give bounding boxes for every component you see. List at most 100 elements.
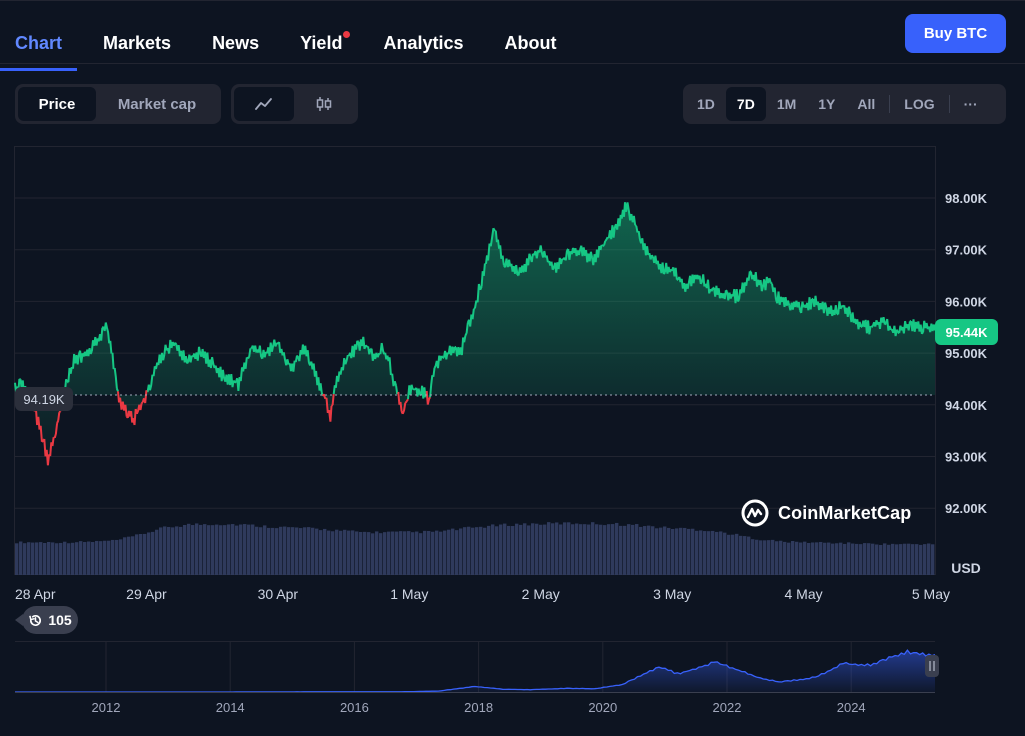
overview-year-label: 2024 — [837, 700, 866, 715]
x-tick-label: 3 May — [653, 586, 691, 602]
volume-bar — [851, 543, 855, 575]
overview-year-label: 2016 — [340, 700, 369, 715]
history-count: 105 — [48, 612, 72, 628]
volume-bar — [391, 531, 395, 575]
volume-bar — [183, 525, 187, 575]
volume-bar — [371, 533, 375, 575]
volume-bar — [519, 524, 523, 575]
range-all[interactable]: All — [857, 96, 876, 112]
tab-analytics[interactable]: Analytics — [383, 33, 464, 53]
volume-bar — [455, 530, 459, 575]
volume-bar — [39, 542, 43, 575]
range-1d[interactable]: 1D — [697, 96, 715, 112]
volume-bar — [539, 524, 543, 575]
coinmarketcap-watermark: CoinMarketCap — [740, 498, 911, 528]
volume-bar — [123, 537, 127, 575]
volume-bar — [779, 540, 783, 575]
volume-bar — [203, 524, 207, 575]
price-option[interactable]: Price — [18, 87, 96, 121]
volume-bar — [735, 533, 739, 575]
volume-bar — [199, 524, 203, 575]
volume-bar — [683, 527, 687, 575]
volume-bar — [31, 542, 35, 575]
volume-bar — [403, 531, 407, 575]
candlestick-icon[interactable] — [294, 87, 354, 121]
time-range-selector: 1D 7D 1M 1Y All LOG ··· — [683, 84, 1006, 124]
volume-bar — [831, 543, 835, 575]
range-1y[interactable]: 1Y — [818, 96, 836, 112]
overview-range-handle[interactable] — [925, 655, 939, 677]
x-tick-label: 29 Apr — [126, 586, 167, 602]
volume-bar — [807, 543, 811, 575]
price-area-fill — [15, 202, 935, 466]
price-marketcap-toggle: Price Market cap — [15, 84, 221, 124]
volume-bar — [463, 527, 467, 575]
volume-bar — [879, 544, 883, 575]
volume-bar — [847, 542, 851, 575]
range-1m[interactable]: 1M — [776, 96, 797, 112]
volume-bar — [135, 534, 139, 575]
volume-bar — [727, 534, 731, 575]
volume-bar — [375, 531, 379, 575]
volume-bar — [447, 529, 451, 575]
volume-bar — [571, 524, 575, 575]
volume-bar — [119, 539, 123, 575]
volume-bar — [863, 543, 867, 575]
volume-bar — [139, 533, 143, 575]
volume-bar — [515, 523, 519, 575]
volume-bar — [267, 527, 271, 575]
volume-bar — [635, 524, 639, 575]
volume-bar — [559, 524, 563, 575]
more-options-icon[interactable]: ··· — [963, 96, 978, 112]
volume-bar — [907, 543, 911, 575]
volume-bar — [363, 531, 367, 575]
volume-bar — [127, 536, 131, 575]
line-chart-icon[interactable] — [234, 87, 294, 121]
volume-bar — [155, 529, 159, 575]
volume-bar — [771, 539, 775, 575]
tab-about[interactable]: About — [504, 33, 557, 53]
y-tick-label: 92.00K — [945, 501, 988, 516]
tab-yield[interactable]: Yield — [300, 20, 351, 64]
volume-bar — [271, 527, 275, 575]
price-chart[interactable]: 92.00K 93.00K 94.00K 95.00K 96.00K 97.00K 98.0… — [0, 140, 1025, 731]
range-7d[interactable]: 7D — [725, 87, 766, 121]
market-cap-option[interactable]: Market cap — [117, 95, 197, 113]
volume-bar — [507, 525, 511, 575]
volume-bar — [171, 527, 175, 575]
current-price-badge: 95.44K — [935, 319, 998, 345]
volume-bar — [295, 527, 299, 575]
volume-bar — [743, 536, 747, 575]
volume-bar — [367, 532, 371, 575]
volume-bar — [323, 528, 327, 575]
volume-bar — [63, 541, 67, 575]
notification-dot — [343, 31, 351, 38]
volume-bar — [703, 531, 707, 575]
log-scale-toggle[interactable]: LOG — [904, 96, 935, 112]
volume-bar — [115, 539, 119, 575]
volume-bar — [775, 541, 779, 575]
volume-bar — [811, 542, 815, 575]
volume-bar — [711, 530, 715, 575]
volume-bar — [527, 525, 531, 575]
tab-markets[interactable]: Markets — [103, 33, 172, 53]
volume-bar — [747, 536, 751, 575]
volume-bar — [575, 523, 579, 575]
volume-bar — [335, 529, 339, 575]
volume-bar — [247, 524, 251, 575]
volume-bar — [339, 530, 343, 575]
y-tick-label: 93.00K — [945, 450, 988, 465]
volume-bar — [803, 541, 807, 575]
buy-btc-button[interactable]: Buy BTC — [905, 14, 1006, 53]
history-button[interactable]: 105 — [15, 606, 78, 634]
volume-bar — [611, 524, 615, 575]
volume-bar — [151, 531, 155, 575]
tab-news[interactable]: News — [212, 33, 260, 53]
tab-chart[interactable]: Chart — [0, 20, 78, 71]
volume-bar — [423, 530, 427, 575]
volume-bar — [387, 531, 391, 575]
volume-bar — [331, 531, 335, 575]
volume-bar — [755, 539, 759, 575]
volume-bar — [751, 539, 755, 575]
volume-bar — [895, 544, 899, 575]
